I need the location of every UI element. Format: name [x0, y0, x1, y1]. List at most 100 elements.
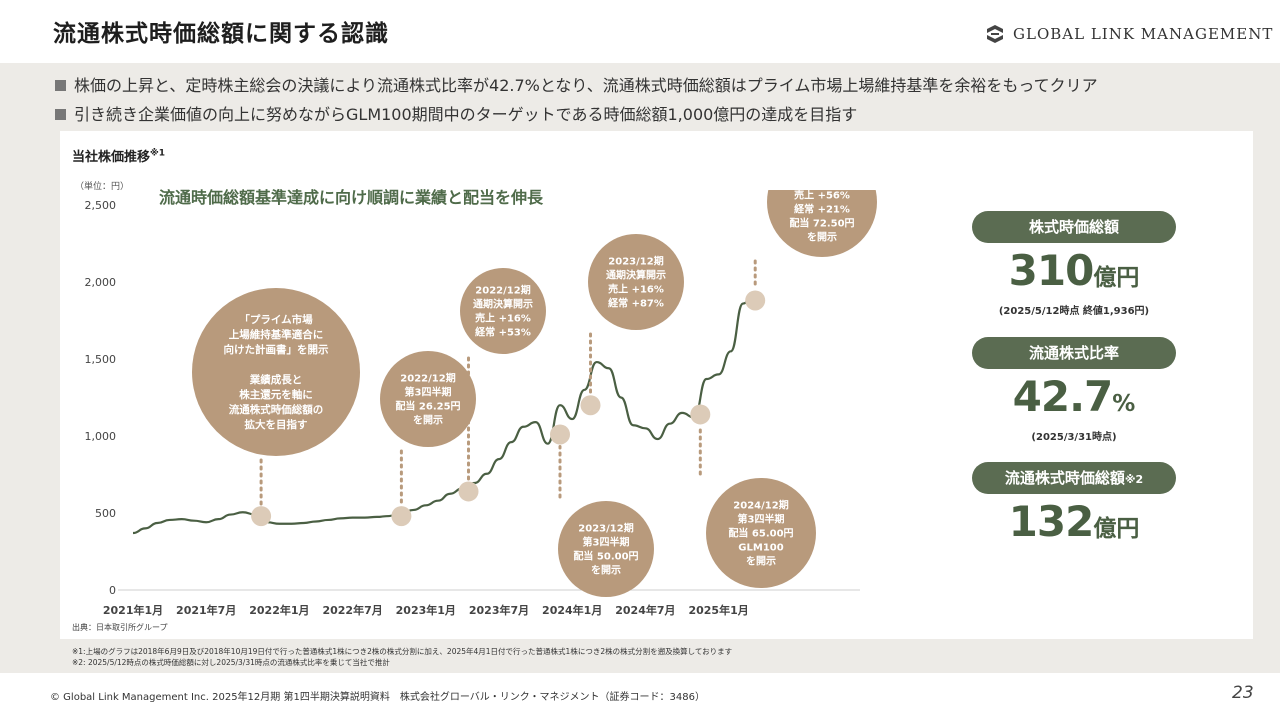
annotation-text: GLM100	[738, 543, 783, 554]
annotation-bubble	[558, 501, 654, 597]
axis-layer: 0 500 1,000 1,500 2,000 2,500 2021年1月 2021年7月 20…	[85, 199, 860, 617]
kpi-label-mark: ※2	[1124, 473, 1144, 486]
event-marker	[580, 395, 601, 416]
bullet-text: 株価の上昇と、定時株主総会の決議により流通株式比率が42.7%となり、流通株式時…	[74, 76, 1098, 95]
annotation-text: 2023/12期	[608, 255, 663, 268]
kpi-label-text: 流通株式時価総額	[1004, 469, 1125, 487]
annotation-text: 経常 +53%	[475, 326, 531, 339]
kpi-number: 42.7	[1012, 372, 1114, 421]
bullet-item: 株価の上昇と、定時株主総会の決議により流通株式比率が42.7%となり、流通株式時…	[55, 71, 1098, 100]
x-tick-label: 2022年1月	[249, 603, 309, 617]
x-tick-label: 2023年7月	[469, 603, 529, 617]
unit-label: （単位：円）	[75, 182, 130, 192]
annotation-text: 業績成長と	[249, 373, 303, 386]
annotation-text: 拡大を目指す	[245, 418, 308, 431]
y-tick-label: 2,500	[85, 199, 117, 212]
annotation-text: 配当 50.00円	[573, 550, 638, 563]
x-tick-label: 2024年1月	[542, 603, 602, 617]
annotation-text: 第3四半期	[405, 386, 452, 399]
kpi-value-market-cap: 310億円	[972, 246, 1176, 295]
annotation-text: 「プライム市場	[239, 313, 313, 326]
page-number: 23	[1232, 683, 1254, 703]
annotation-bubble	[588, 234, 684, 330]
annotation-text: 配当 65.00円	[728, 527, 793, 540]
annotation-text: 向けた計画書」を開示	[224, 343, 329, 356]
y-tick-label: 1,500	[85, 353, 117, 366]
kpi-unit: 億円	[1093, 516, 1140, 542]
kpi-label-float-ratio: 流通株式比率	[972, 337, 1176, 369]
annotation-text: を開示	[807, 232, 837, 244]
kpi-unit: 億円	[1093, 265, 1140, 291]
annotation-text: 配当 72.50円	[789, 217, 854, 230]
annotation-text: 売上 +16%	[475, 312, 531, 325]
kpi-number: 132	[1008, 497, 1095, 546]
annotation-layer: 「プライム市場上場維持基準適合に向けた計画書」を開示業績成長と株主還元を軸に流通…	[192, 190, 877, 597]
kpi-label-float-market-cap: 流通株式時価総額※2	[972, 462, 1176, 494]
annotation-text: 2022/12期	[400, 372, 455, 385]
annotation-bubble	[380, 351, 476, 447]
footnote-1: ※1:上場のグラフは2018年6月9日及び2018年10月19日付で行った普通株…	[72, 647, 733, 656]
kpi-value-float-market-cap: 132億円	[972, 497, 1176, 546]
line-layer	[132, 291, 756, 535]
kpi-note-float-ratio: (2025/3/31時点)	[1031, 432, 1117, 443]
annotation-text: 流通株式時価総額の	[229, 403, 324, 416]
kpi-label-market-cap: 株式時価総額	[972, 211, 1176, 243]
bullet-square-icon	[55, 109, 66, 120]
chart-title: 当社株価推移※1	[72, 146, 165, 165]
logo-text: GLOBAL LINK MANAGEMENT	[1013, 25, 1274, 43]
x-tick-label: 2021年7月	[176, 603, 236, 617]
annotation-bubble	[460, 268, 546, 354]
event-marker	[550, 424, 570, 445]
event-marker	[251, 506, 272, 527]
x-tick-label: 2024年7月	[615, 603, 675, 617]
annotation-text: 通期決算開示	[473, 298, 533, 311]
annotation-text: 経常 +87%	[608, 297, 664, 310]
y-tick-label: 2,000	[85, 276, 117, 289]
annotation-text: 売上 +16%	[608, 283, 664, 296]
annotation-text: 売上 +56%	[794, 190, 850, 202]
kpi-value-float-ratio: 42.7%	[972, 372, 1176, 421]
source-note: 出典：日本取引所グループ	[72, 623, 168, 632]
annotation-text: を開示	[591, 565, 621, 577]
annotation-text: を開示	[413, 415, 443, 427]
event-marker	[745, 290, 766, 311]
logo-icon	[987, 25, 1003, 43]
chart-title-mark: ※1	[150, 148, 166, 159]
bullet-square-icon	[55, 80, 66, 91]
event-marker	[391, 506, 412, 527]
annotation-text: を開示	[746, 556, 776, 568]
y-tick-label: 0	[109, 584, 116, 597]
annotation-text: 2022/12期	[475, 284, 530, 297]
x-tick-label: 2023年1月	[396, 603, 456, 617]
footnote-2: ※2: 2025/5/12時点の株式時価総額に対し2025/3/31時点の流通株…	[72, 658, 390, 667]
chart-headline: 流通時価総額基準達成に向け順調に業績と配当を伸長	[159, 188, 544, 207]
stock-price-chart: 0 500 1,000 1,500 2,000 2,500 2021年1月 2021年7月 20…	[85, 190, 877, 617]
chart-title-text: 当社株価推移	[72, 150, 151, 165]
kpi-number: 310	[1008, 246, 1095, 295]
bullet-item: 引き続き企業価値の向上に努めながらGLM100期間中のターゲットである時価総額1…	[55, 100, 1098, 129]
x-tick-label: 2022年7月	[322, 603, 382, 617]
annotation-text: 通期決算開示	[606, 269, 666, 282]
x-tick-label: 2021年1月	[103, 603, 163, 617]
kpi-note-market-cap: (2025/5/12時点 終値1,936円)	[998, 306, 1150, 317]
summary-bullets: 株価の上昇と、定時株主総会の決議により流通株式比率が42.7%となり、流通株式時…	[55, 71, 1098, 129]
annotation-text: 上場維持基準適合に	[229, 328, 324, 341]
annotation-text: 株主還元を軸に	[239, 388, 313, 401]
annotation-bubble	[192, 288, 360, 456]
bullet-text: 引き続き企業価値の向上に努めながらGLM100期間中のターゲットである時価総額1…	[74, 105, 858, 124]
annotation-text: 第3四半期	[738, 513, 785, 526]
page-title: 流通株式時価総額に関する認識	[53, 21, 389, 47]
annotation-bubble	[767, 190, 877, 257]
annotation-text: 配当 26.25円	[395, 400, 460, 413]
event-marker	[458, 481, 479, 502]
x-tick-label: 2025年1月	[688, 603, 748, 617]
price-series-line	[132, 291, 756, 535]
annotation-text: 2024/12期	[733, 499, 788, 512]
annotation-bubble	[706, 478, 816, 588]
kpi-unit: %	[1112, 391, 1136, 417]
company-logo: GLOBAL LINK MANAGEMENT	[985, 24, 1273, 44]
annotation-text: 第3四半期	[583, 536, 630, 549]
header: 流通株式時価総額に関する認識 GLOBAL LINK MANAGEMENT	[0, 0, 1280, 63]
annotation-text: 2023/12期	[578, 522, 633, 535]
event-marker	[690, 404, 711, 425]
